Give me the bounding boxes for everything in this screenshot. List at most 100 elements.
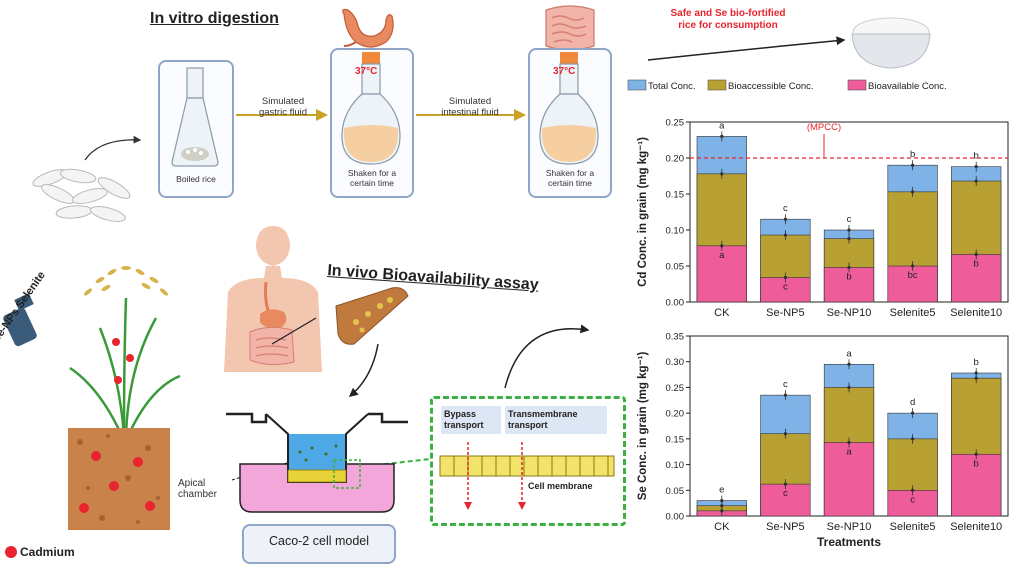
intestinal-shaken-caption: Shaken for a certain time (545, 168, 595, 188)
boiled-rice-caption: Boiled rice (176, 174, 216, 184)
cell-membrane-label: Cell membrane (528, 481, 593, 491)
gastric-shaken-caption: Shaken for a certain time (347, 168, 397, 188)
gastric-temp: 37°C (355, 66, 378, 77)
significance-letter: c (783, 282, 788, 293)
x-axis-label: Treatments (817, 535, 881, 549)
significance-letter: c (783, 379, 788, 390)
legend-swatch (627, 79, 647, 91)
significance-letter: a (846, 348, 852, 359)
data-point (720, 172, 724, 176)
x-tick-label: Selenite10 (950, 307, 1002, 319)
bar (760, 483, 811, 517)
significance-letter: bc (908, 270, 918, 281)
y-tick-label: 0.25 (666, 383, 685, 394)
y-tick-label: 0.25 (666, 118, 685, 129)
bar (823, 442, 875, 517)
legend-label: Total Conc. (648, 81, 696, 92)
bypass-label-bg (441, 406, 501, 434)
spray-bottle-icon (3, 293, 37, 347)
significance-letter: e (719, 485, 724, 496)
data-point (720, 134, 724, 138)
intestinal-flask-icon (539, 52, 599, 165)
data-point (783, 233, 787, 237)
significance-letter: a (719, 250, 725, 261)
intestinal-fluid-label: Simulated intestinal fluid (441, 96, 499, 118)
caco-label-box (242, 524, 396, 564)
rice-grains-icon (32, 168, 131, 222)
invitro-arrows (84, 109, 526, 161)
y-tick-label: 0.15 (666, 434, 685, 445)
significance-letter: b (974, 458, 979, 469)
cadmium-legend-dot (5, 546, 17, 558)
data-point (911, 163, 915, 167)
data-point (847, 440, 851, 445)
significance-letter: b (974, 258, 979, 269)
gastric-fluid-label: Simulated gastric fluid (258, 96, 308, 118)
y-tick-label: 0.10 (666, 460, 685, 471)
transwell-diagram (226, 412, 408, 513)
significance-letter: c (847, 214, 852, 225)
data-point (974, 376, 978, 380)
y-tick-label: 0.35 (666, 332, 685, 343)
x-tick-label: Se-NP10 (827, 521, 872, 533)
soil-block (68, 428, 170, 530)
legend-label: Bioavailable Conc. (868, 81, 947, 92)
data-point (783, 432, 787, 436)
data-point (911, 411, 915, 415)
significance-letter: c (783, 488, 788, 499)
data-point (783, 217, 787, 221)
apical-chamber-label: Apical chamber (178, 478, 217, 500)
data-point (974, 179, 978, 183)
y-tick-label: 0.05 (666, 262, 685, 273)
x-tick-label: Selenite10 (950, 521, 1002, 533)
bar (696, 245, 747, 303)
data-point (974, 371, 978, 375)
y-tick-label: 0.00 (666, 298, 685, 309)
invitro-title: In vitro digestion (150, 10, 279, 27)
data-point (720, 509, 724, 513)
significance-letter: c (783, 203, 788, 214)
intestinal-temp: 37°C (553, 66, 576, 77)
data-point (974, 252, 978, 257)
rice-bowl-icon (851, 17, 931, 69)
safe-arrow (647, 36, 846, 61)
x-tick-label: Se-NP10 (827, 307, 872, 319)
human-body-icon (224, 226, 322, 372)
data-point (847, 362, 851, 366)
villi-icon (335, 287, 409, 345)
significance-letter: d (910, 397, 915, 408)
x-tick-label: Se-NP5 (766, 521, 805, 533)
charts-svg: Total Conc. Bioaccessible Conc. Bioavailab… (627, 79, 1009, 549)
data-point (911, 437, 915, 441)
data-point (783, 482, 787, 486)
gastric-flask-icon (341, 52, 401, 165)
data-point (783, 393, 787, 397)
significance-letter: a (846, 446, 852, 457)
mpcc-label: (MPCC) (807, 122, 841, 133)
significance-letter: b (846, 271, 851, 282)
soil-cadmium-dots (77, 434, 160, 524)
y-axis-label: Se Conc. in grain (mg kg⁻¹) (637, 352, 649, 501)
significance-letter: c (910, 494, 915, 505)
legend-label: Bioaccessible Conc. (728, 81, 814, 92)
x-tick-label: Selenite5 (890, 521, 936, 533)
significance-letter: b (910, 149, 915, 160)
data-point (720, 498, 724, 503)
data-point (847, 228, 851, 232)
flask-icon (171, 67, 219, 167)
stomach-icon (342, 8, 394, 48)
data-point (720, 504, 724, 508)
x-tick-label: CK (714, 307, 730, 319)
y-tick-label: 0.15 (666, 190, 685, 201)
intestine-icon (545, 5, 595, 51)
bypass-label: Bypass transport (444, 409, 484, 430)
significance-letter: b (974, 151, 979, 162)
data-point (911, 488, 915, 492)
x-tick-label: Selenite5 (890, 307, 936, 319)
y-tick-label: 0.05 (666, 486, 685, 497)
y-tick-label: 0.30 (666, 357, 685, 368)
caco-label: Caco-2 cell model (268, 534, 370, 548)
transmembrane-label: Transmembrane transport (508, 409, 578, 430)
significance-letter: a (719, 120, 725, 131)
legend-swatch (707, 79, 727, 91)
